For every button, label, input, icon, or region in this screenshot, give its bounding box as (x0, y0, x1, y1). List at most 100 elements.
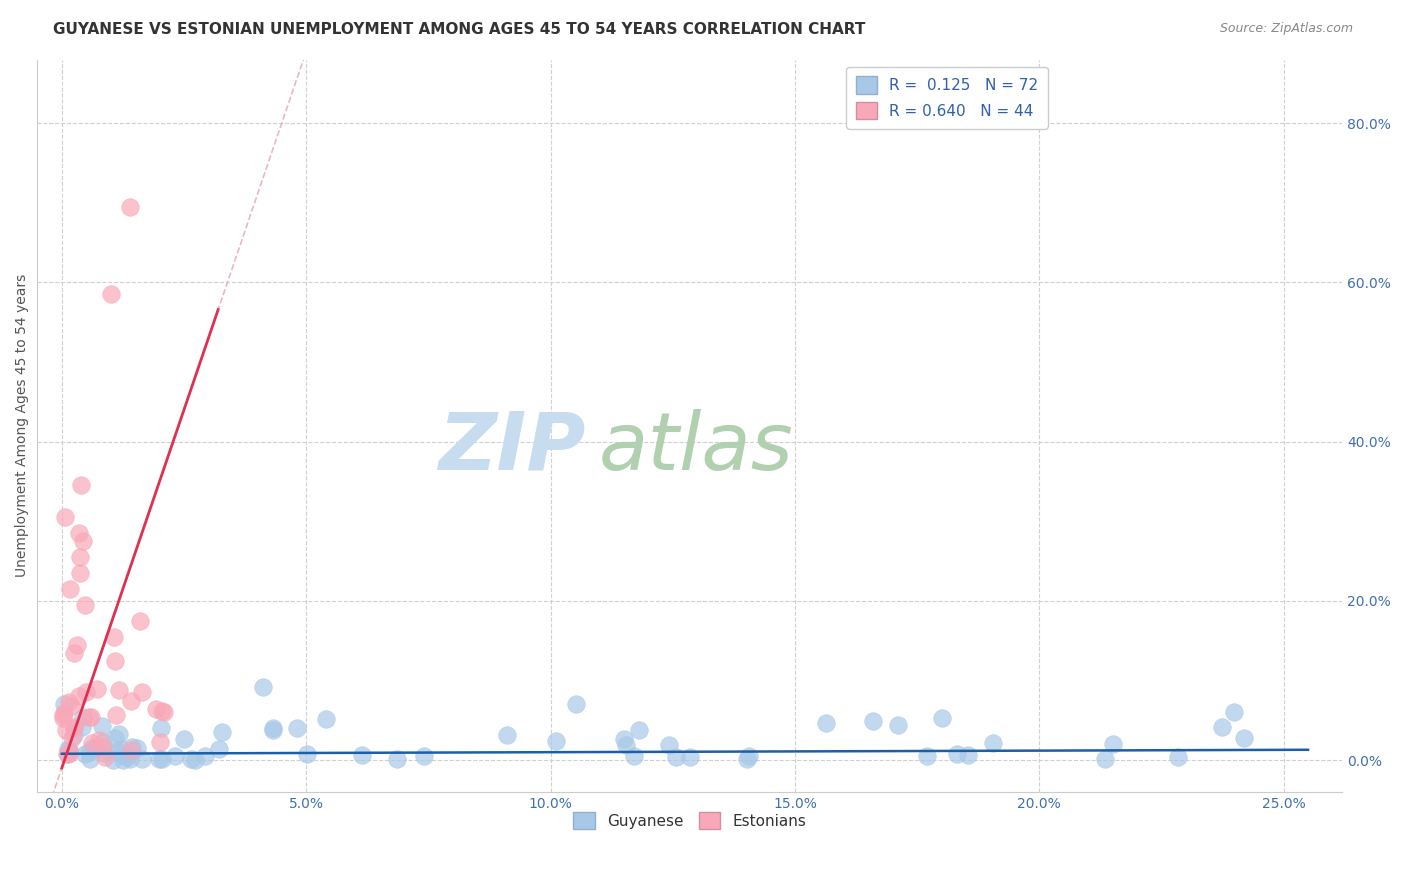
Point (115, 750, 138, 764)
Point (53, 706, 76, 720)
Point (90, 719, 112, 733)
Point (104, 654, 127, 668)
Point (53, 698, 76, 712)
Point (352, 747, 374, 762)
Point (67, 526, 90, 541)
Point (180, 752, 202, 766)
Point (53, 510, 76, 524)
Point (94, 750, 117, 764)
Point (63, 728, 86, 742)
Point (100, 287, 122, 301)
Point (120, 200, 142, 214)
Point (150, 722, 173, 736)
Point (58, 747, 80, 761)
Point (173, 731, 195, 746)
Point (84, 742, 107, 756)
Point (285, 721, 308, 735)
Point (52, 707, 75, 722)
Point (69, 478, 91, 492)
Point (58, 746, 80, 760)
Point (60, 731, 83, 745)
Point (1211, 720, 1233, 734)
Point (120, 742, 142, 756)
Point (665, 750, 688, 764)
Text: ZIP: ZIP (439, 409, 585, 487)
Point (120, 694, 142, 708)
Point (153, 705, 176, 719)
Y-axis label: Unemployment Among Ages 45 to 54 years: Unemployment Among Ages 45 to 54 years (15, 274, 30, 577)
Point (546, 734, 568, 748)
Point (79, 752, 101, 766)
Point (111, 753, 134, 767)
Point (104, 731, 127, 745)
Point (957, 747, 980, 762)
Point (58, 743, 80, 757)
Point (814, 716, 837, 731)
Point (679, 749, 702, 764)
Point (145, 702, 167, 716)
Point (59, 582, 82, 596)
Point (91, 739, 114, 754)
Point (738, 749, 761, 764)
Point (72, 709, 94, 723)
Point (58, 695, 80, 709)
Point (623, 749, 645, 764)
Point (737, 752, 759, 766)
Point (77, 745, 100, 759)
Point (63, 720, 86, 734)
Point (108, 727, 131, 741)
Point (86, 682, 108, 697)
Point (70, 720, 93, 734)
Legend: Guyanese, Estonians: Guyanese, Estonians (567, 805, 813, 836)
Point (59, 698, 82, 713)
Point (149, 735, 172, 749)
Text: GUYANESE VS ESTONIAN UNEMPLOYMENT AMONG AGES 45 TO 54 YEARS CORRELATION CHART: GUYANESE VS ESTONIAN UNEMPLOYMENT AMONG … (53, 22, 866, 37)
Point (75, 598, 97, 612)
Point (69, 566, 91, 580)
Point (211, 724, 233, 739)
Point (121, 740, 143, 755)
Point (63, 721, 86, 735)
Point (105, 744, 128, 758)
Point (108, 683, 131, 698)
Point (1167, 750, 1189, 764)
Point (69, 550, 91, 565)
Point (110, 742, 132, 756)
Point (80, 736, 103, 750)
Point (915, 748, 938, 763)
Text: Source: ZipAtlas.com: Source: ZipAtlas.com (1219, 22, 1353, 36)
Point (67, 689, 90, 703)
Point (103, 630, 125, 644)
Point (658, 738, 681, 752)
Point (614, 738, 637, 752)
Point (77, 710, 100, 724)
Point (72, 534, 94, 549)
Point (208, 741, 231, 756)
Point (91, 735, 114, 749)
Point (613, 731, 636, 746)
Point (148, 752, 170, 766)
Point (252, 680, 274, 694)
Point (73, 747, 96, 761)
Point (101, 753, 124, 767)
Point (93, 746, 115, 760)
Point (55, 723, 77, 737)
Point (75, 684, 97, 698)
Point (163, 748, 186, 763)
Point (125, 740, 148, 755)
Point (63, 646, 86, 660)
Point (262, 722, 284, 736)
Point (262, 723, 284, 738)
Point (118, 752, 141, 766)
Point (56, 747, 79, 761)
Point (131, 685, 153, 699)
Point (184, 753, 207, 767)
Point (194, 749, 217, 764)
Point (111, 747, 134, 762)
Point (387, 752, 409, 766)
Point (80, 741, 103, 756)
Point (87, 732, 110, 747)
Point (627, 723, 650, 737)
Point (931, 711, 953, 725)
Point (131, 752, 153, 766)
